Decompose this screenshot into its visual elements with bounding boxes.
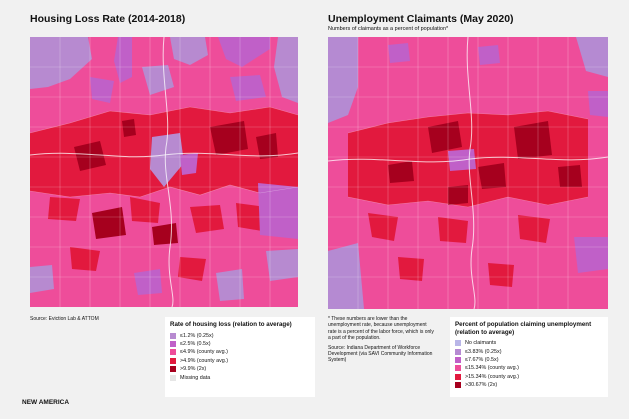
tract-region [218, 37, 270, 67]
legend-label: >15.34% (county avg.) [465, 373, 520, 380]
tract-region [514, 121, 552, 159]
legend-item: No claimants [455, 339, 603, 347]
legend-swatch [170, 349, 176, 356]
tract-region [588, 91, 608, 117]
tract-region [448, 185, 468, 205]
tract-region [576, 37, 608, 77]
tract-region [90, 77, 114, 103]
legend-swatch [170, 374, 176, 381]
tract-region [368, 213, 398, 241]
legend-item: ≤1.2% (0.25x) [170, 332, 310, 340]
tract-region [558, 165, 582, 187]
legend-title: Rate of housing loss (relation to averag… [170, 321, 292, 328]
tract-region [478, 163, 506, 189]
housing-loss-legend: Rate of housing loss (relation to averag… [165, 317, 315, 397]
tract-region [130, 197, 160, 223]
legend-swatch [455, 340, 461, 347]
legend-item: >15.34% (county avg.) [455, 373, 603, 381]
tract-region [150, 133, 184, 187]
tract-region [274, 37, 298, 103]
legend-swatch [170, 341, 176, 348]
tract-region [142, 65, 174, 95]
legend-item: >30.67% (2x) [455, 381, 603, 389]
publisher-logo: NEW AMERICA [22, 399, 70, 406]
tract-region [30, 265, 54, 293]
legend-item: ≤2.5% (0.5x) [170, 340, 310, 348]
legend-swatch [455, 382, 461, 389]
unemployment-legend: Percent of population claiming unemploym… [450, 317, 608, 397]
tract-region [574, 237, 608, 273]
tract-region [398, 257, 424, 281]
tract-region [134, 269, 162, 295]
legend-swatch [170, 357, 176, 364]
legend-item: ≤7.67% (0.5x) [455, 356, 603, 364]
tract-region [478, 45, 500, 65]
legend-swatch [455, 373, 461, 380]
tract-region [388, 161, 414, 183]
tract-region [388, 43, 410, 63]
housing-loss-map [30, 37, 298, 307]
tract-region [122, 119, 136, 137]
tract-region [180, 153, 198, 175]
legend-item: Missing data [170, 373, 310, 381]
legend-label: ≤3.83% (0.25x) [465, 348, 502, 355]
legend-label: ≤15.34% (county avg.) [465, 365, 519, 372]
legend-item: ≤15.34% (county avg.) [455, 364, 603, 372]
unemployment-map [328, 37, 608, 309]
tract-region [328, 243, 364, 309]
unemployment-note: * These numbers are lower than the unemp… [328, 316, 436, 367]
legend-swatch [455, 365, 461, 372]
tract-region [178, 257, 206, 281]
tract-region [258, 183, 298, 239]
housing-loss-title: Housing Loss Rate (2014-2018) [30, 13, 186, 25]
tract-region [236, 203, 266, 231]
legend-label: Missing data [180, 374, 211, 381]
legend-label: >9.9% (2x) [180, 366, 207, 373]
tract-region [438, 217, 468, 243]
legend-label: >4.9% (county avg.) [180, 357, 229, 364]
tract-region [48, 197, 80, 221]
tract-region [328, 37, 358, 123]
tract-region [114, 37, 132, 83]
tract-region [488, 263, 514, 287]
legend-label: ≤7.67% (0.5x) [465, 356, 499, 363]
legend-swatch [455, 348, 461, 355]
tract-region [30, 37, 92, 89]
unemployment-title: Unemployment Claimants (May 2020) [328, 13, 514, 25]
tract-region [74, 141, 106, 171]
legend-label: >30.67% (2x) [465, 382, 498, 389]
legend-swatch [170, 366, 176, 373]
legend-item: >9.9% (2x) [170, 365, 310, 373]
unemployment-source: Source: Indiana Department of Workforce … [328, 344, 433, 364]
legend-label: ≤1.2% (0.25x) [180, 332, 214, 339]
tract-region [230, 75, 266, 101]
tract-region [256, 133, 278, 159]
tract-region [518, 215, 550, 243]
legend-label: ≤2.5% (0.5x) [180, 341, 211, 348]
tract-region [428, 121, 462, 153]
legend-item: ≤3.83% (0.25x) [455, 347, 603, 355]
unemployment-subtitle: Numbers of claimants as a percent of pop… [328, 26, 449, 32]
housing-loss-source: Source: Eviction Lab & ATTOM [30, 316, 99, 322]
legend-item: >4.9% (county avg.) [170, 357, 310, 365]
tract-region [190, 205, 224, 233]
legend-label: ≤4.9% (county avg.) [180, 349, 228, 356]
legend-swatch [455, 356, 461, 363]
tract-region [92, 207, 126, 239]
legend-label: No claimants [465, 340, 497, 347]
tract-region [70, 247, 100, 271]
tract-region [170, 37, 208, 65]
legend-title: Percent of population claiming unemploym… [455, 321, 592, 336]
tract-region [216, 269, 244, 301]
legend-swatch [170, 332, 176, 339]
tract-region [210, 121, 248, 155]
tract-region [266, 249, 298, 281]
legend-item: ≤4.9% (county avg.) [170, 348, 310, 356]
footnote: * These numbers are lower than the unemp… [328, 316, 434, 342]
